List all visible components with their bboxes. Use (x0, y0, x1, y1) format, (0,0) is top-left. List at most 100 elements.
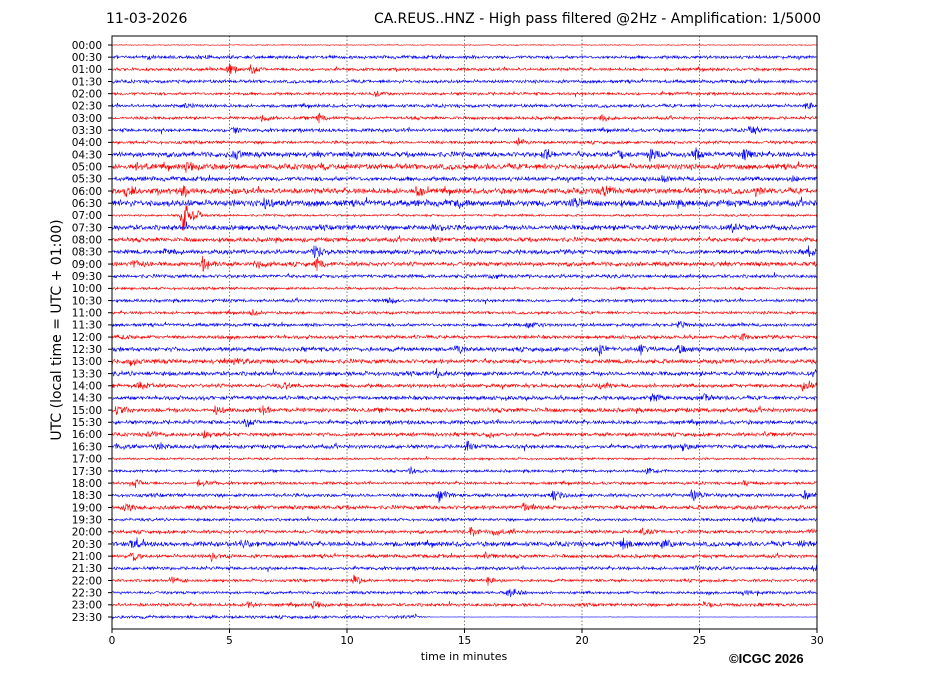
trace-row-1100 (111, 309, 818, 317)
x-tick-label: 15 (458, 635, 471, 647)
station-title: CA.REUS..HNZ - High pass filtered @2Hz -… (374, 11, 821, 27)
trace-row-0430 (111, 147, 818, 162)
y-tick-label: 02:00 (72, 88, 102, 100)
trace-row-1300 (111, 357, 818, 367)
y-tick-label: 18:30 (72, 490, 102, 502)
trace-row-2030 (111, 537, 818, 550)
trace-row-1330 (111, 368, 818, 379)
trace-row-1500 (111, 405, 818, 416)
trace-row-1730 (111, 466, 818, 475)
trace-row-0130 (111, 78, 818, 85)
y-tick-label: 16:30 (72, 441, 102, 453)
y-tick-label: 01:30 (72, 76, 102, 88)
y-tick-label: 20:00 (72, 527, 102, 539)
trace-row-2000 (111, 526, 818, 537)
y-tick-label: 03:30 (72, 125, 102, 137)
x-tick-label: 25 (693, 635, 706, 647)
trace-row-2330 (111, 613, 818, 620)
y-tick-label: 17:30 (72, 466, 102, 478)
trace-row-0730 (111, 221, 818, 234)
trace-row-1430 (111, 393, 818, 402)
y-tick-label: 07:30 (72, 222, 102, 234)
trace-row-2200 (111, 574, 818, 586)
y-tick-label: 19:30 (72, 514, 102, 526)
y-tick-label: 12:30 (72, 344, 102, 356)
y-tick-label: 13:00 (72, 356, 102, 368)
trace-row-0500 (111, 161, 818, 173)
y-tick-label: 05:00 (72, 162, 102, 174)
y-tick-label: 09:00 (72, 259, 102, 271)
trace-row-0830 (111, 245, 818, 259)
trace-row-2130 (111, 564, 818, 573)
trace-row-1830 (111, 489, 818, 503)
trace-row-0000 (111, 44, 818, 47)
y-tick-label: 20:30 (72, 539, 102, 551)
trace-row-0900 (111, 255, 818, 272)
y-tick-label: 03:00 (72, 113, 102, 125)
trace-row-1400 (111, 380, 818, 392)
y-tick-label: 04:30 (72, 149, 102, 161)
y-tick-label: 11:30 (72, 320, 102, 332)
y-tick-label: 14:30 (72, 393, 102, 405)
trace-row-1800 (111, 478, 818, 489)
y-tick-label: 04:00 (72, 137, 102, 149)
trace-row-1130 (111, 320, 818, 329)
trace-row-0100 (111, 63, 818, 75)
trace-row-0600 (111, 185, 818, 198)
trace-row-1700 (111, 456, 818, 461)
y-tick-label: 15:00 (72, 405, 102, 417)
trace-row-1600 (111, 430, 818, 440)
trace-row-1030 (111, 297, 818, 305)
y-tick-label: 15:30 (72, 417, 102, 429)
y-tick-label: 23:00 (72, 600, 102, 612)
trace-row-0300 (111, 112, 818, 124)
trace-row-0200 (111, 90, 818, 98)
trace-row-0400 (111, 137, 818, 146)
y-tick-label: 22:00 (72, 575, 102, 587)
x-axis-label: time in minutes (420, 650, 508, 663)
y-tick-label: 23:30 (72, 612, 102, 624)
trace-row-0630 (111, 196, 818, 210)
trace-row-0800 (111, 235, 818, 244)
y-tick-label: 21:30 (72, 563, 102, 575)
y-tick-label: 10:00 (72, 283, 102, 295)
y-tick-label: 09:30 (72, 271, 102, 283)
y-tick-label: 06:30 (72, 198, 102, 210)
y-tick-label: 16:00 (72, 429, 102, 441)
y-tick-label: 17:00 (72, 454, 102, 466)
y-tick-label: 12:00 (72, 332, 102, 344)
trace-row-1630 (111, 440, 818, 452)
y-tick-label: 08:30 (72, 247, 102, 259)
trace-row-2230 (111, 588, 818, 598)
trace-row-1230 (111, 344, 818, 357)
trace-row-1930 (111, 516, 818, 523)
trace-row-0530 (111, 174, 818, 183)
y-tick-label: 00:30 (72, 52, 102, 64)
y-tick-label: 13:30 (72, 368, 102, 380)
x-tick-label: 5 (226, 635, 233, 647)
y-tick-label: 10:30 (72, 295, 102, 307)
trace-row-1200 (111, 333, 818, 341)
y-tick-label: 01:00 (72, 64, 102, 76)
y-tick-label: 22:30 (72, 587, 102, 599)
y-tick-label: 08:00 (72, 235, 102, 247)
trace-row-1900 (111, 502, 818, 512)
y-tick-label: 14:00 (72, 381, 102, 393)
date-title: 11-03-2026 (106, 11, 188, 27)
trace-row-1530 (111, 418, 818, 428)
y-tick-label: 19:00 (72, 502, 102, 514)
trace-row-0700 (111, 205, 818, 232)
x-tick-label: 30 (810, 635, 823, 647)
y-tick-label: 00:00 (72, 40, 102, 52)
x-tick-label: 20 (575, 635, 588, 647)
y-tick-label: 06:00 (72, 186, 102, 198)
trace-row-0230 (111, 102, 818, 110)
y-tick-label: 07:00 (72, 210, 102, 222)
trace-row-2300 (111, 600, 818, 610)
trace-row-1000 (111, 285, 818, 291)
y-tick-label: 05:30 (72, 174, 102, 186)
y-tick-label: 18:00 (72, 478, 102, 490)
x-tick-label: 0 (109, 635, 116, 647)
trace-row-0030 (111, 54, 818, 61)
